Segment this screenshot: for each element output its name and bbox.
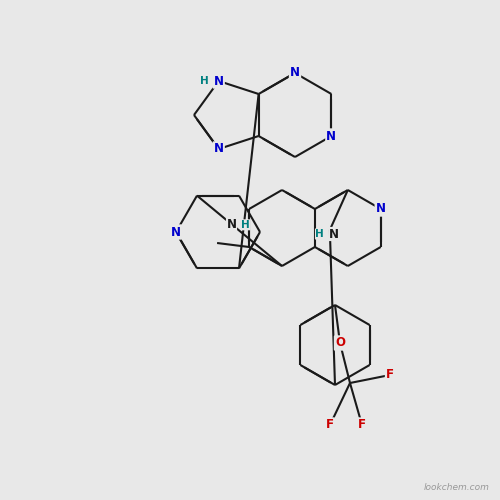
Text: F: F <box>326 418 334 432</box>
Text: H: H <box>316 229 324 239</box>
Text: F: F <box>386 368 394 382</box>
Text: N: N <box>376 202 386 215</box>
Text: O: O <box>335 336 345 349</box>
Text: H: H <box>241 220 250 230</box>
Text: N: N <box>226 218 236 232</box>
Text: N: N <box>326 130 336 142</box>
Text: N: N <box>329 228 339 240</box>
Text: N: N <box>214 74 224 88</box>
Text: N: N <box>290 66 300 80</box>
Text: lookchem.com: lookchem.com <box>424 483 490 492</box>
Text: H: H <box>200 76 209 86</box>
Text: F: F <box>358 418 366 432</box>
Text: N: N <box>171 226 181 238</box>
Text: N: N <box>214 142 224 156</box>
